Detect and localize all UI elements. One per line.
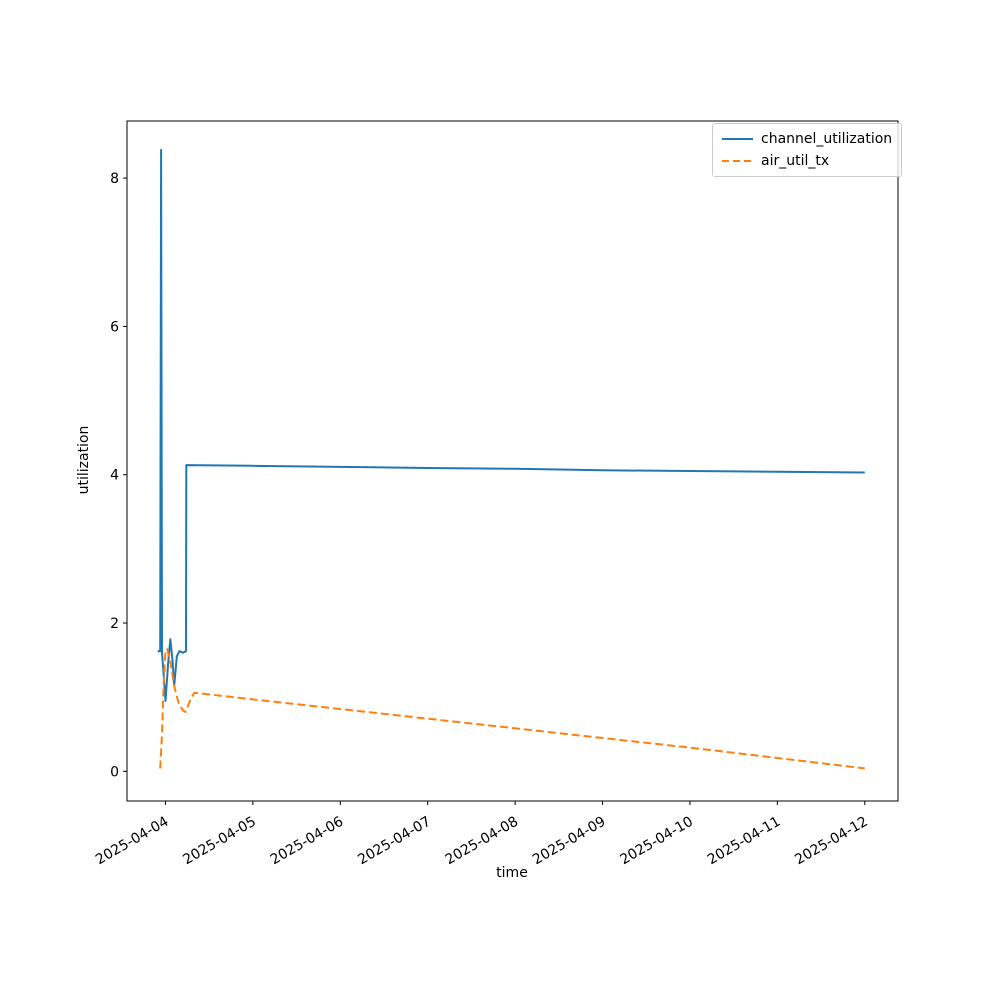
legend: channel_utilization air_util_tx	[712, 123, 903, 177]
y-tick-label: 0	[110, 764, 119, 780]
legend-line-solid-icon	[722, 138, 753, 140]
x-tick-label: 2025-04-08	[443, 814, 521, 869]
plot-border	[126, 120, 899, 802]
legend-item-air-util-tx: air_util_tx	[721, 151, 892, 171]
y-tick-label: 6	[110, 319, 119, 335]
y-tick-label: 8	[110, 171, 119, 187]
legend-label: channel_utilization	[761, 131, 893, 147]
x-axis-title: time	[496, 865, 528, 881]
x-tick-label: 2025-04-10	[617, 814, 695, 869]
x-tick-label: 2025-04-09	[530, 814, 608, 869]
x-tick-label: 2025-04-12	[792, 814, 870, 869]
x-tick-label: 2025-04-04	[93, 814, 172, 869]
x-tick-label: 2025-04-06	[268, 814, 347, 869]
series-line-air_util_tx	[159, 648, 865, 770]
legend-item-channel-utilization: channel_utilization	[721, 129, 892, 149]
y-axis-title: utilization	[76, 426, 92, 495]
y-tick-label: 4	[110, 468, 119, 484]
x-tick-label: 2025-04-11	[705, 814, 783, 869]
series-line-channel_utilization	[157, 148, 865, 702]
x-tick-label: 2025-04-07	[355, 814, 433, 869]
y-tick-label: 2	[110, 616, 119, 632]
legend-line-dashed-icon	[722, 160, 753, 162]
x-tick-label: 2025-04-05	[180, 814, 258, 869]
legend-label: air_util_tx	[761, 153, 830, 169]
